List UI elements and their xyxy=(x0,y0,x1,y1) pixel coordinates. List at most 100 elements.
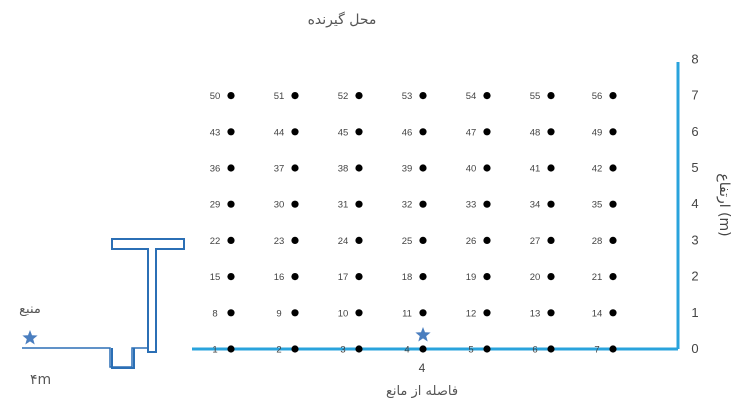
receiver-point-label: 21 xyxy=(592,272,603,283)
y-tick-label: 3 xyxy=(691,232,698,247)
receiver-point xyxy=(609,345,617,353)
receiver-point xyxy=(227,309,235,317)
receiver-point-label: 14 xyxy=(592,308,603,319)
y-tick-label: 7 xyxy=(691,88,698,103)
receiver-point xyxy=(355,273,363,281)
receiver-point-label: 16 xyxy=(274,272,285,283)
receiver-point xyxy=(547,128,555,136)
receiver-point xyxy=(483,128,491,136)
receiver-point-label: 47 xyxy=(466,127,477,138)
y-axis-ticks: 0 1 2 3 4 5 6 7 8 xyxy=(691,51,698,356)
receiver-point-label: 32 xyxy=(402,200,413,211)
receiver-point xyxy=(291,273,299,281)
x-axis-title: فاصله از مانع xyxy=(386,384,458,399)
receiver-point-label: 27 xyxy=(530,236,541,247)
receiver-point xyxy=(227,92,235,100)
receiver-point-label: 41 xyxy=(530,164,541,175)
source-markers xyxy=(22,327,431,345)
receiver-point-label: 9 xyxy=(276,308,281,319)
receiver-point xyxy=(483,200,491,208)
receiver-point-label: 11 xyxy=(402,308,412,319)
receiver-point xyxy=(609,200,617,208)
receiver-point xyxy=(355,128,363,136)
receiver-point-label: 26 xyxy=(466,236,477,247)
receiver-point-label: 49 xyxy=(592,127,603,138)
y-tick-label: 8 xyxy=(691,51,698,66)
receiver-point-label: 19 xyxy=(466,272,477,283)
receiver-point xyxy=(355,164,363,172)
receiver-point xyxy=(419,92,427,100)
receiver-point-label: 48 xyxy=(530,127,541,138)
x-axis-tick: 4 xyxy=(419,361,426,375)
receiver-point-label: 55 xyxy=(530,91,541,102)
receiver-point-label: 53 xyxy=(402,91,413,102)
receiver-point xyxy=(419,236,427,244)
receiver-point-label: 34 xyxy=(530,200,541,211)
receiver-point xyxy=(483,236,491,244)
receiver-point xyxy=(609,164,617,172)
receiver-point xyxy=(609,273,617,281)
receiver-point xyxy=(227,128,235,136)
receiver-point xyxy=(291,128,299,136)
receiver-point-label: 24 xyxy=(338,236,349,247)
receiver-point xyxy=(419,345,427,353)
receiver-point-label: 5 xyxy=(468,345,473,356)
y-axis-label: ارتفاع (m) xyxy=(716,173,732,236)
receiver-point-label: 17 xyxy=(338,272,349,283)
receiver-point-label: 22 xyxy=(210,236,221,247)
receiver-point-label: 23 xyxy=(274,236,285,247)
receiver-point-label: 31 xyxy=(338,200,349,211)
receiver-point-label: 28 xyxy=(592,236,603,247)
receiver-point xyxy=(419,273,427,281)
receiver-point xyxy=(291,92,299,100)
receiver-point-label: 12 xyxy=(466,308,477,319)
receiver-point xyxy=(609,128,617,136)
distance-label: ۴m xyxy=(30,372,51,388)
receiver-point xyxy=(419,128,427,136)
receiver-point xyxy=(419,309,427,317)
receiver-point-label: 40 xyxy=(466,164,477,175)
receiver-point xyxy=(547,200,555,208)
receiver-point xyxy=(547,345,555,353)
receiver-point-label: 36 xyxy=(210,164,221,175)
y-tick-label: 5 xyxy=(691,160,698,175)
receiver-point xyxy=(227,200,235,208)
receiver-point xyxy=(483,309,491,317)
receiver-point-label: 30 xyxy=(274,200,285,211)
receiver-point-label: 18 xyxy=(402,272,413,283)
receiver-point xyxy=(547,92,555,100)
receiver-point xyxy=(355,345,363,353)
y-tick-label: 1 xyxy=(691,305,698,320)
receiver-point-label: 46 xyxy=(402,127,413,138)
receiver-point-label: 37 xyxy=(274,164,285,175)
receiver-point xyxy=(291,309,299,317)
receiver-point xyxy=(227,345,235,353)
receiver-point-label: 6 xyxy=(532,345,537,356)
receiver-point-label: 50 xyxy=(210,91,221,102)
receiver-point-label: 1 xyxy=(212,345,217,356)
receiver-point xyxy=(609,236,617,244)
receiver-point xyxy=(291,200,299,208)
y-tick-label: 0 xyxy=(691,341,698,356)
receiver-point-label: 33 xyxy=(466,200,477,211)
y-tick-label: 2 xyxy=(691,269,698,284)
receiver-point-label: 4 xyxy=(404,345,409,356)
receiver-point xyxy=(483,164,491,172)
diagram-title: محل گیرنده xyxy=(308,11,377,28)
receiver-point xyxy=(355,236,363,244)
receiver-point xyxy=(355,200,363,208)
receiver-point-label: 15 xyxy=(210,272,221,283)
receiver-point-label: 20 xyxy=(530,272,541,283)
receiver-point-label: 35 xyxy=(592,200,603,211)
receiver-point xyxy=(419,200,427,208)
receiver-point-label: 13 xyxy=(530,308,541,319)
receiver-point xyxy=(227,236,235,244)
receiver-point-label: 54 xyxy=(466,91,477,102)
receiver-point xyxy=(609,309,617,317)
receiver-point xyxy=(355,309,363,317)
receiver-point-label: 45 xyxy=(338,127,349,138)
receiver-point xyxy=(547,273,555,281)
y-tick-label: 6 xyxy=(691,124,698,139)
receiver-point xyxy=(291,345,299,353)
